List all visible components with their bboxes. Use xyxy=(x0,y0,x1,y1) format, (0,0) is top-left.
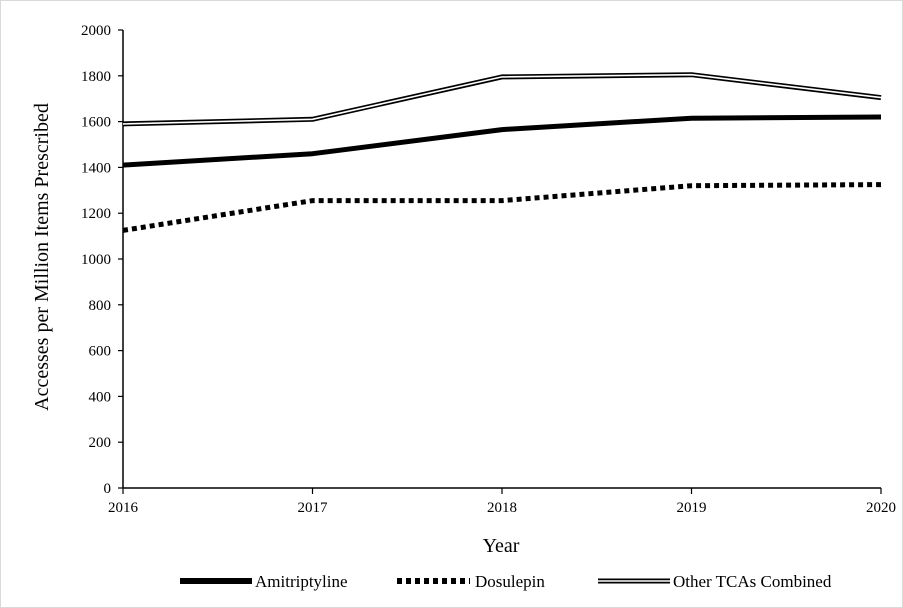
x-ticks: 2016 2017 2018 2019 2020 xyxy=(108,488,896,516)
legend-label-dosulepin: Dosulepin xyxy=(475,572,545,591)
legend-item-dosulepin: Dosulepin xyxy=(397,572,545,591)
x-tick-label: 2019 xyxy=(677,500,707,516)
legend: Amitriptyline Dosulepin Other TCAs Combi… xyxy=(180,572,832,591)
x-axis-title: Year xyxy=(483,535,520,557)
legend-label-amitriptyline: Amitriptyline xyxy=(255,572,348,591)
y-axis-title: Accesses per Million Items Prescribed xyxy=(31,103,53,411)
legend-label-other-tcas: Other TCAs Combined xyxy=(673,572,832,591)
x-tick-label: 2020 xyxy=(866,500,896,516)
y-tick-label: 400 xyxy=(89,389,112,405)
x-tick-label: 2016 xyxy=(108,500,139,516)
y-tick-label: 2000 xyxy=(81,23,111,39)
y-tick-label: 800 xyxy=(89,298,112,314)
y-tick-label: 200 xyxy=(89,435,112,451)
legend-item-amitriptyline: Amitriptyline xyxy=(180,572,348,591)
y-tick-label: 1600 xyxy=(81,115,111,131)
x-tick-label: 2017 xyxy=(298,500,329,516)
axes xyxy=(122,30,881,489)
y-tick-label: 1400 xyxy=(81,160,111,176)
series-line-other-tcas-combined-inner xyxy=(122,73,882,125)
series-layer xyxy=(122,72,882,233)
y-ticks: 0 200 400 600 800 1000 1200 1400 1600 1800 2000 xyxy=(81,23,123,497)
y-tick-label: 0 xyxy=(104,481,112,497)
legend-item-other-tcas: Other TCAs Combined xyxy=(598,572,832,591)
series-line-amitriptyline xyxy=(122,114,882,168)
x-tick-label: 2018 xyxy=(487,500,517,516)
series-line-dosulepin xyxy=(122,182,882,233)
y-tick-label: 600 xyxy=(89,344,112,360)
y-tick-label: 1800 xyxy=(81,69,111,85)
y-tick-label: 1000 xyxy=(81,252,111,268)
y-tick-label: 1200 xyxy=(81,206,111,222)
